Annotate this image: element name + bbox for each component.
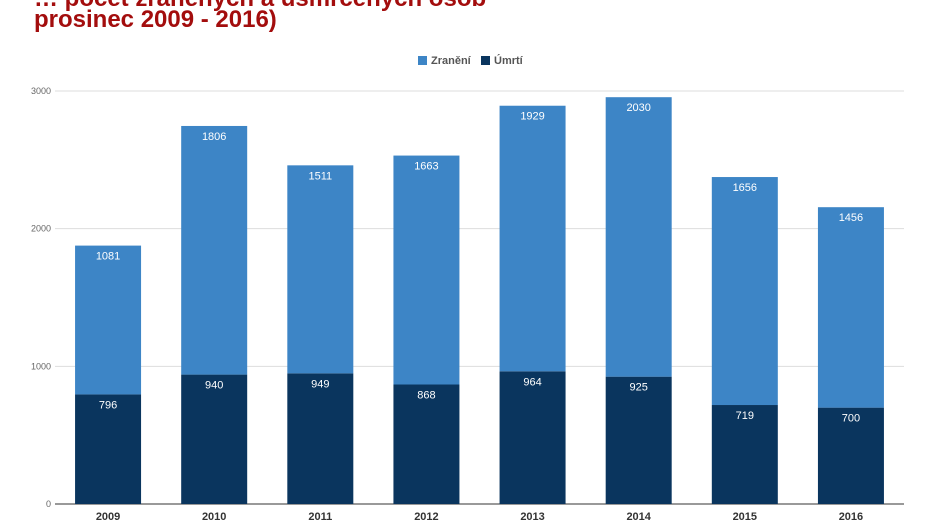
data-label: 1656 [733, 182, 757, 194]
bar-segment [181, 125, 248, 375]
y-tick-label: 2000 [31, 224, 51, 234]
legend: Zranění Úmrtí [418, 54, 524, 67]
data-label: 940 [205, 380, 223, 392]
bar-segment [499, 105, 566, 372]
data-label: 1081 [96, 251, 120, 263]
bar-segment [817, 207, 884, 408]
x-tick-label: 2014 [626, 511, 651, 523]
x-tick-label: 2015 [733, 511, 757, 523]
data-label: 719 [736, 410, 754, 422]
legend-label: Úmrtí [494, 54, 524, 67]
bar-segment [817, 407, 884, 504]
y-tick-label: 0 [46, 499, 51, 509]
bar-segment [711, 405, 778, 504]
x-tick-label: 2009 [96, 511, 120, 523]
x-tick-label: 2013 [520, 511, 544, 523]
bar-segment [181, 374, 248, 504]
data-label: 700 [842, 413, 860, 425]
bar-segment [393, 384, 460, 504]
bar-segment [75, 245, 142, 395]
data-label: 2030 [626, 102, 650, 114]
bar-segment [75, 394, 142, 504]
data-labels: 796 1081 940 1806 949 1511 868 1663 964 1929 925 20… [96, 102, 863, 424]
chart-title-line-1: … počet zraněných a usmrcených osob [34, 0, 486, 13]
y-tick-label: 3000 [31, 86, 51, 96]
bars [75, 97, 884, 504]
x-tick-label: 2011 [308, 511, 332, 523]
bar-segment [499, 371, 566, 504]
y-tick-label: 1000 [31, 361, 51, 371]
data-label: 868 [417, 390, 435, 402]
legend-swatch [481, 56, 490, 65]
bar-segment [287, 165, 354, 374]
bar-segment [605, 97, 672, 377]
data-label: 1806 [202, 131, 226, 143]
legend-label: Zranění [431, 55, 472, 67]
bar-segment [605, 376, 672, 504]
bar-segment [711, 177, 778, 406]
x-tick-label: 2012 [414, 511, 438, 523]
x-tick-label: 2016 [839, 511, 863, 523]
bar-segment [393, 155, 460, 385]
data-label: 949 [311, 378, 329, 390]
legend-swatch [418, 56, 427, 65]
data-label: 796 [99, 399, 117, 411]
bar-segment [287, 373, 354, 504]
data-label: 1511 [308, 170, 332, 182]
data-label: 925 [630, 382, 648, 394]
chart-title-line-2: prosinec 2009 - 2016) [34, 6, 277, 33]
data-label: 1663 [414, 161, 438, 173]
x-axis-categories: 2009 2010 2011 2012 2013 2014 2015 2016 [96, 511, 863, 523]
x-tick-label: 2010 [202, 511, 226, 523]
data-label: 1929 [520, 111, 544, 123]
data-label: 1456 [839, 212, 863, 224]
y-axis-ticks: 0 1000 2000 3000 [31, 86, 51, 509]
data-label: 964 [523, 376, 541, 388]
